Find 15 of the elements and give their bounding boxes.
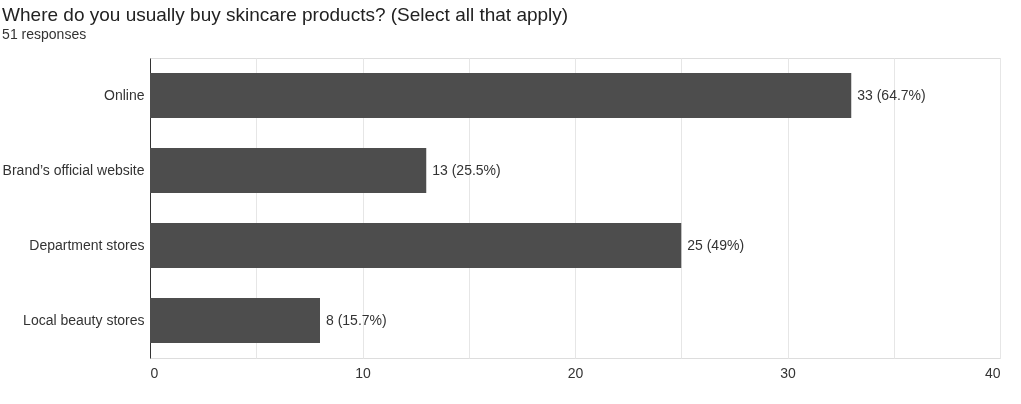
- data-label: 8 (15.7%): [326, 311, 387, 328]
- y-tick-label: Department stores: [29, 236, 145, 253]
- x-tick-label: 10: [355, 364, 371, 381]
- x-tick-label: 20: [567, 364, 584, 381]
- data-label: 25 (49%): [687, 236, 745, 253]
- data-label: 33 (64.7%): [857, 86, 926, 103]
- data-label: 13 (25.5%): [432, 161, 501, 178]
- x-tick-label: 0: [150, 364, 159, 381]
- chart-subtitle: 51 responses: [2, 26, 87, 42]
- x-tick-label: 40: [984, 364, 1001, 381]
- x-tick-label: 30: [780, 364, 796, 381]
- chart-title: Where do you usually buy skincare products? (Select all that apply): [2, 4, 569, 25]
- y-tick-label: Online: [104, 86, 145, 103]
- y-tick-label: Local beauty stores: [23, 311, 145, 328]
- y-tick-label: Brand’s official website: [2, 161, 145, 178]
